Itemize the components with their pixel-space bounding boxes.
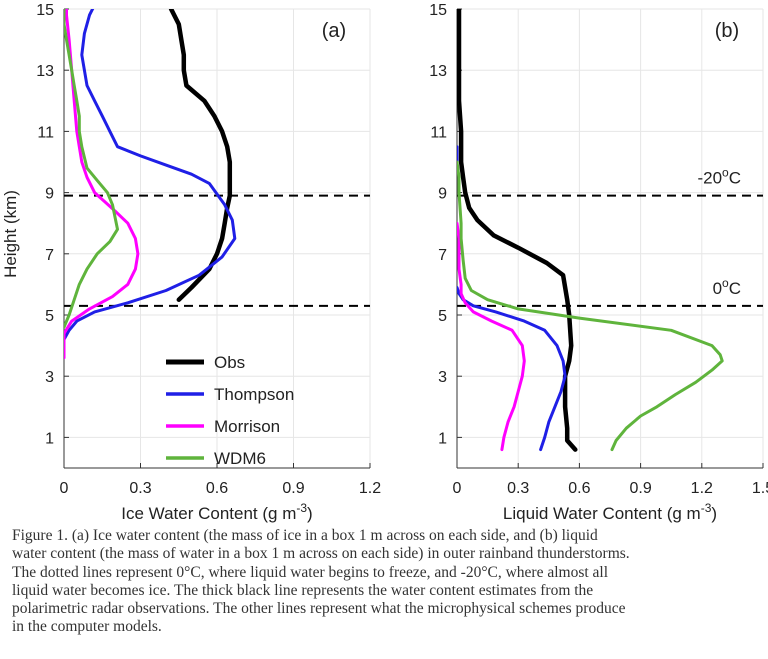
legend: Obs Thompson Morrison WDM6 [166, 353, 294, 468]
y-tick-label: 1 [45, 430, 54, 447]
x-axis-title: Ice Water Content (g m-3) [121, 501, 312, 523]
series-line-obs [457, 9, 578, 452]
y-tick-label: 9 [438, 186, 447, 203]
degree-unit: C [729, 169, 741, 188]
y-tick-label: 11 [430, 124, 447, 141]
panel-label: (a) [322, 20, 346, 42]
caption-line: in the computer models. [12, 618, 162, 636]
y-tick-label: 15 [36, 2, 54, 19]
panel-label: (b) [715, 20, 739, 42]
y-tick-label: 5 [438, 308, 447, 325]
figure: Height (km) 0 0.3 0.6 0.9 1.213579111315Ice … [1, 2, 768, 523]
caption-line: The dotted lines represent 0°C, where li… [12, 563, 609, 581]
figure-caption: Figure 1. (a) Ice water content (the mas… [12, 527, 758, 637]
x-axis-unit-exponent: -3 [296, 501, 307, 515]
y-tick-label: 5 [45, 308, 54, 325]
x-tick-label: 0.9 [282, 480, 304, 497]
x-axis-title-close: ) [307, 504, 313, 523]
x-tick-label: 0 [60, 480, 69, 497]
y-tick-label: 9 [45, 186, 54, 203]
degree-sign: o [722, 276, 729, 290]
legend-label: Thompson [214, 385, 294, 404]
x-tick-label: 0.6 [568, 480, 590, 497]
x-tick-label: 1.5 [752, 480, 768, 497]
x-tick-label: 0.3 [507, 480, 529, 497]
reference-line-label: 0oC [713, 276, 741, 298]
series-line-morrison [457, 221, 526, 452]
caption-line: Figure 1. (a) Ice water content (the mas… [12, 527, 598, 544]
x-tick-label: 0 [453, 480, 462, 497]
legend-label: Morrison [214, 417, 280, 436]
y-tick-label: 11 [37, 124, 54, 141]
y-tick-label: 1 [438, 430, 447, 447]
series-line-thompson [457, 286, 567, 452]
x-tick-label: 1.2 [359, 480, 381, 497]
caption-line: polarimetric radar observations. The oth… [12, 600, 626, 618]
degree-unit: C [729, 279, 741, 298]
x-axis-title: Liquid Water Content (g m-3) [503, 501, 717, 523]
y-tick-label: 13 [429, 63, 447, 80]
y-tick-label: 3 [45, 369, 54, 386]
x-tick-label: 0.9 [629, 480, 651, 497]
series-line-obs [168, 9, 233, 302]
reference-line-label: -20oC [697, 166, 741, 188]
x-tick-label: 0.6 [206, 480, 228, 497]
x-tick-label: 1.2 [691, 480, 713, 497]
y-tick-label: 7 [438, 247, 447, 264]
legend-label: Obs [214, 353, 245, 372]
series-line-thompson [64, 9, 237, 341]
y-tick-label: 13 [36, 63, 54, 80]
caption-line: water content (the mass of water in a bo… [12, 545, 630, 563]
x-axis-unit-exponent: -3 [701, 501, 712, 515]
y-tick-label: 3 [438, 369, 447, 386]
series-line-wdm6 [457, 160, 724, 452]
x-axis-title-close: ) [711, 504, 717, 523]
caption-line: liquid water becomes ice. The thick blac… [12, 581, 594, 599]
series-group [64, 9, 237, 360]
x-tick-label: 0.3 [129, 480, 151, 497]
degree-sign: o [722, 166, 729, 180]
series-line-wdm6 [64, 9, 119, 329]
legend-label: WDM6 [214, 449, 266, 468]
y-tick-label: 7 [45, 247, 54, 264]
y-axis-title: Height (km) [1, 190, 20, 278]
panel-b: 00.30.60.91.21.513579111315Liquid Water … [429, 2, 768, 523]
y-tick-label: 15 [429, 2, 447, 19]
series-group [457, 9, 724, 452]
